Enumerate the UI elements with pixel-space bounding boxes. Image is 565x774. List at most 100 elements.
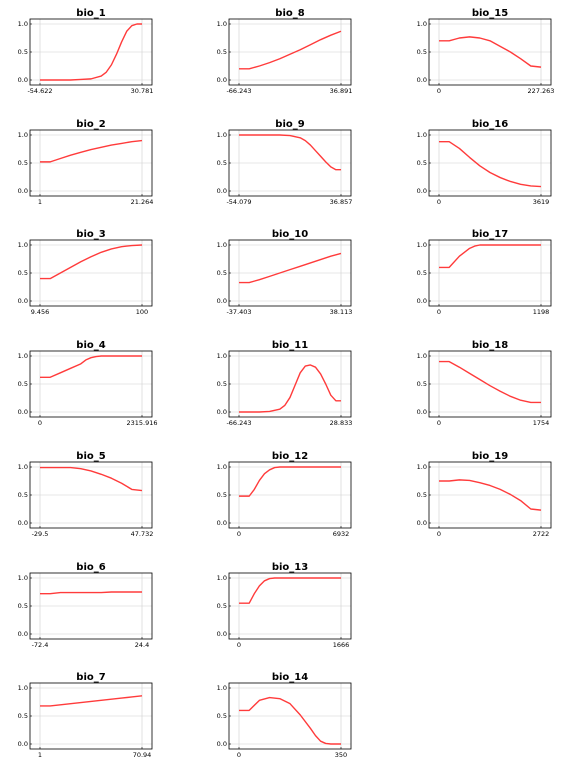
x-tick-label: 100 (136, 308, 148, 316)
y-tick-label: 1.0 (217, 684, 227, 692)
y-tick-label: 0.5 (18, 159, 28, 167)
y-tick-label: 0.5 (217, 491, 227, 499)
y-tick-label: 0.0 (217, 630, 227, 638)
panel-bio_5: bio_5 0.0 0.5 1.0 -29.5 47.732 (18, 451, 154, 538)
y-tick-label: 0.0 (18, 740, 28, 748)
panel-title: bio_5 (76, 451, 105, 462)
panel-bio_18: bio_18 0.0 0.5 1.0 0 1754 (417, 340, 552, 427)
x-tick-label: 0 (237, 641, 241, 649)
x-tick-label: 38.113 (330, 308, 353, 316)
plot-frame (228, 350, 352, 418)
response-curve (239, 134, 341, 171)
y-tick-label: 0.5 (18, 602, 28, 610)
x-tick-label: 28.833 (330, 419, 353, 427)
plot-frame (29, 18, 153, 86)
y-tick-label: 1.0 (18, 241, 28, 249)
response-curve (439, 36, 542, 68)
y-tick-label: 1.0 (18, 574, 28, 582)
y-tick-label: 0.5 (18, 269, 28, 277)
x-tick-label: 9.456 (31, 308, 50, 316)
y-tick-label: 1.0 (217, 20, 227, 28)
plot-frame (228, 239, 352, 307)
response-curve (239, 30, 342, 70)
y-tick-label: 1.0 (18, 131, 28, 139)
y-tick-label: 0.5 (18, 712, 28, 720)
x-tick-label: 36.857 (330, 198, 353, 206)
panel-title: bio_15 (472, 8, 508, 19)
panel-bio_10: bio_10 0.0 0.5 1.0 -37.403 38.113 (217, 229, 353, 316)
panel-title: bio_9 (275, 119, 304, 130)
x-tick-label: 227.263 (528, 87, 555, 95)
y-tick-label: 0.5 (417, 491, 427, 499)
x-tick-label: -29.5 (32, 530, 49, 538)
y-tick-label: 0.0 (18, 408, 28, 416)
x-tick-label: -37.403 (226, 308, 251, 316)
response-curve (40, 139, 143, 163)
plot-frame (228, 18, 352, 86)
plot-frame (428, 239, 552, 307)
x-tick-label: 0 (437, 87, 441, 95)
y-tick-label: 0.5 (217, 602, 227, 610)
plot-frame (428, 350, 552, 418)
y-tick-label: 0.0 (217, 297, 227, 305)
plot-frame (228, 572, 352, 640)
y-tick-label: 1.0 (417, 241, 427, 249)
x-tick-label: 0 (237, 530, 241, 538)
y-tick-label: 1.0 (417, 20, 427, 28)
panel-bio_9: bio_9 0.0 0.5 1.0 -54.079 36.857 (217, 119, 353, 206)
y-tick-label: 0.0 (217, 187, 227, 195)
panel-bio_1: bio_1 0.0 0.5 1.0 -54.622 30.781 (18, 8, 154, 95)
plot-frame (228, 461, 352, 529)
y-tick-label: 0.0 (18, 297, 28, 305)
panel-bio_4: bio_4 0.0 0.5 1.0 0 2315.916 (18, 340, 158, 427)
y-tick-label: 1.0 (18, 352, 28, 360)
panel-bio_11: bio_11 0.0 0.5 1.0 -66.243 28.833 (217, 340, 353, 427)
response-curve (239, 696, 341, 745)
y-tick-label: 0.5 (18, 380, 28, 388)
y-tick-label: 0.0 (18, 630, 28, 638)
response-curve (239, 364, 341, 413)
x-tick-label: 70.94 (133, 751, 152, 759)
panel-title: bio_11 (272, 340, 308, 351)
plot-frame (228, 682, 352, 750)
response-curve (239, 577, 341, 604)
x-tick-label: 3619 (533, 198, 550, 206)
y-tick-label: 1.0 (417, 131, 427, 139)
panel-title: bio_4 (76, 340, 105, 351)
panel-bio_7: bio_7 0.0 0.5 1.0 1 70.94 (18, 672, 153, 759)
panel-bio_13: bio_13 0.0 0.5 1.0 0 1666 (217, 562, 352, 649)
x-tick-label: -66.243 (226, 87, 251, 95)
x-tick-label: 6932 (333, 530, 350, 538)
panel-bio_14: bio_14 0.0 0.5 1.0 0 350 (217, 672, 352, 759)
panel-bio_2: bio_2 0.0 0.5 1.0 1 21.264 (18, 119, 154, 206)
plot-frame (29, 572, 153, 640)
panel-bio_6: bio_6 0.0 0.5 1.0 -72.4 24.4 (18, 562, 153, 649)
x-tick-label: 1 (38, 198, 42, 206)
y-tick-label: 0.5 (217, 380, 227, 388)
plot-frame (428, 18, 552, 86)
y-tick-label: 0.5 (417, 48, 427, 56)
panel-title: bio_18 (472, 340, 508, 351)
panel-title: bio_16 (472, 119, 508, 130)
response-curve (40, 695, 143, 707)
panel-title: bio_6 (76, 562, 105, 573)
response-curve (439, 479, 542, 511)
plot-frame (29, 350, 153, 418)
x-tick-label: 24.4 (135, 641, 149, 649)
x-tick-label: 0 (437, 308, 441, 316)
y-tick-label: 1.0 (217, 352, 227, 360)
x-tick-label: 1666 (333, 641, 350, 649)
x-tick-label: 0 (437, 530, 441, 538)
y-tick-label: 0.5 (18, 491, 28, 499)
response-curve (40, 244, 143, 280)
y-tick-label: 1.0 (217, 241, 227, 249)
y-tick-label: 0.5 (217, 48, 227, 56)
y-tick-label: 0.0 (417, 187, 427, 195)
panel-title: bio_7 (76, 672, 105, 683)
panel-title: bio_8 (275, 8, 304, 19)
y-tick-label: 0.0 (417, 519, 427, 527)
y-tick-label: 0.0 (417, 408, 427, 416)
panel-bio_12: bio_12 0.0 0.5 1.0 0 6932 (217, 451, 352, 538)
y-tick-label: 1.0 (18, 463, 28, 471)
